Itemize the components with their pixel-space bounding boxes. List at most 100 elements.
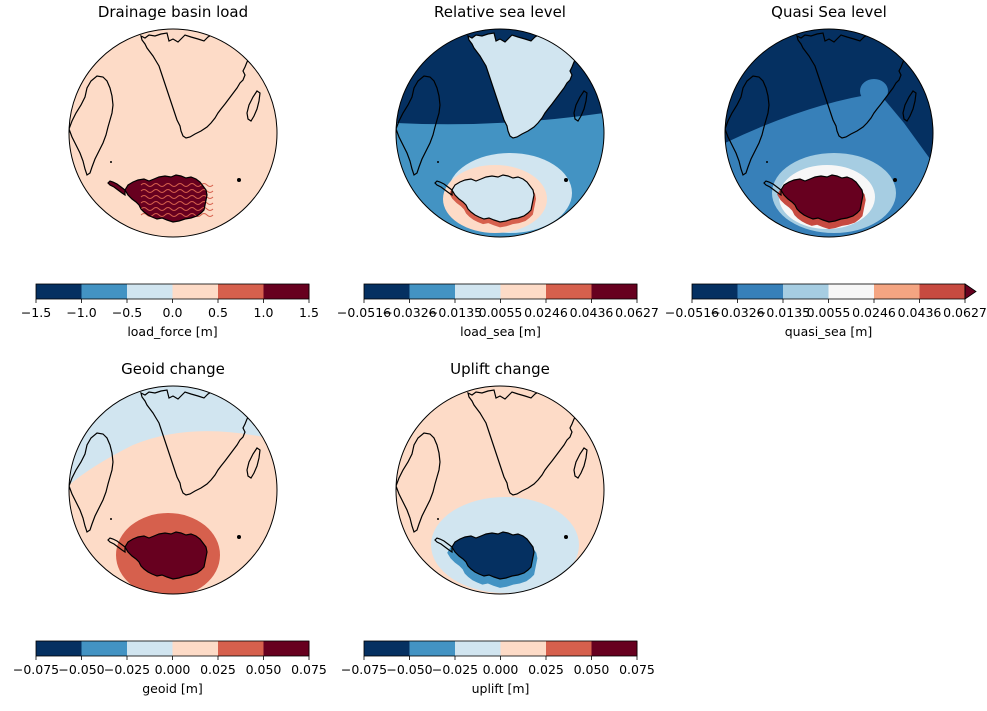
colorbar-segment [263,284,310,299]
load-contour [140,183,214,187]
coastline-antarctic-peninsula [434,537,453,554]
coastline-antarctic-peninsula [107,537,126,554]
colorbar-segment [263,641,310,656]
colorbar-label: geoid [m] [142,681,203,696]
coastline-antarctica [451,531,535,580]
colorbar-segment [218,284,264,299]
colorbar-tick-label: 0.0627 [615,305,659,320]
colorbar-segment [36,641,82,656]
colorbar-tick-label: −0.0326 [382,305,436,320]
colorbar-tick-label: 0.000 [483,662,519,677]
colorbar-tick-label: 0.0627 [943,305,987,320]
colorbar-segment [127,284,173,299]
map-field [725,29,933,237]
map-title: Relative sea level [434,3,566,21]
load-contour [140,213,214,217]
map-title: Uplift change [450,360,550,378]
globe-outline [395,385,605,595]
island-marker [437,161,439,163]
colorbar-tick-label: 0.075 [619,662,655,677]
colorbar-tick-label: 0.000 [155,662,191,677]
map-panel: Quasi Sea level −0.0516−0.0326−0.01350.00… [665,3,987,339]
colorbar-tick-label: −0.0516 [337,305,391,320]
island-marker [110,161,112,163]
colorbar-tick-label: −0.0326 [710,305,764,320]
colorbar-tick-label: −0.5 [112,305,142,320]
africa-region [468,31,583,138]
colorbar-segment [737,284,784,299]
colorbar-tick-label: 1.5 [299,305,319,320]
colorbar-segment [218,641,264,656]
coastline-madagascar [246,90,261,122]
colorbar-segment [127,641,173,656]
coastline-madagascar [246,447,261,479]
colorbar-label: load_force [m] [127,324,217,339]
map-title: Drainage basin load [98,3,248,21]
colorbar-segment [692,284,738,299]
load-contour [140,195,214,199]
coastline-antarctic-peninsula [107,180,126,197]
colorbar-tick-label: −0.0135 [756,305,810,320]
colorbar-segment [36,284,82,299]
colorbar-label: quasi_sea [m] [785,324,873,339]
colorbar-tick-label: 0.0 [163,305,183,320]
coastline-antarctic-peninsula [434,180,453,197]
colorbar-segment [409,641,456,656]
coastline-south-america [69,75,114,176]
map-panel: Drainage basin load −1.5 −1.0 −0.5 0.0 0.5 1.0… [21,3,319,339]
colorbar-tick-label: −0.075 [341,662,387,677]
colorbar-segment [546,284,592,299]
colorbar-segment [81,284,128,299]
globe-outline [68,28,278,238]
antarctica-max [781,175,863,222]
colorbar-tick-label: 0.025 [528,662,564,677]
colorbar-tick-label: −0.050 [58,662,104,677]
antarctica-interior [452,175,534,222]
colorbar-segment [455,284,501,299]
globe-outline [724,28,934,238]
colorbar-tick-label: 0.025 [200,662,236,677]
load-contour [140,189,214,193]
map-field [396,386,604,594]
antarctica-uplift [452,532,534,579]
colorbar-segment [828,284,875,299]
colorbar-tick-label: −0.025 [104,662,150,677]
colorbar-segment [81,641,128,656]
globe-outline [395,28,605,238]
colorbar-tick-label: 0.050 [246,662,282,677]
island-marker [110,518,112,520]
map-panel: Uplift change −0.075 −0.050 −0.025 0.000 0.02… [341,360,655,696]
colorbar-tick-label: −1.5 [21,305,51,320]
colorbar: −1.5 −1.0 −0.5 0.0 0.5 1.0 1.5 load_force [m] [21,283,319,339]
colorbar-extend-arrow [964,283,977,300]
island-marker [893,178,897,182]
map-field [69,29,277,237]
colorbar: −0.075 −0.050 −0.025 0.000 0.025 0.050 0.075 up… [341,640,655,696]
colorbar-tick-label: 0.0246 [524,305,568,320]
map-title: Geoid change [121,360,225,378]
coastline-madagascar [573,447,588,479]
coastline-antarctica [124,174,208,223]
colorbar-segment [364,641,410,656]
island-marker [437,518,439,520]
colorbar-label: load_sea [m] [460,324,541,339]
colorbar-tick-label: 0.0436 [898,305,942,320]
coastline-madagascar [902,90,917,122]
coastline-madagascar [573,90,588,122]
coastline-south-america [69,432,114,533]
map-field [396,29,604,237]
colorbar-tick-label: −0.025 [432,662,478,677]
island-marker [564,178,568,182]
colorbar-tick-label: 0.0436 [570,305,614,320]
colorbar-segment [919,284,966,299]
coastline-south-america [396,75,441,176]
map-field [69,386,277,594]
colorbar-tick-label: 0.0055 [807,305,851,320]
island-marker [766,161,768,163]
coastline-africa [467,387,584,496]
colorbar-tick-label: 1.0 [254,305,274,320]
